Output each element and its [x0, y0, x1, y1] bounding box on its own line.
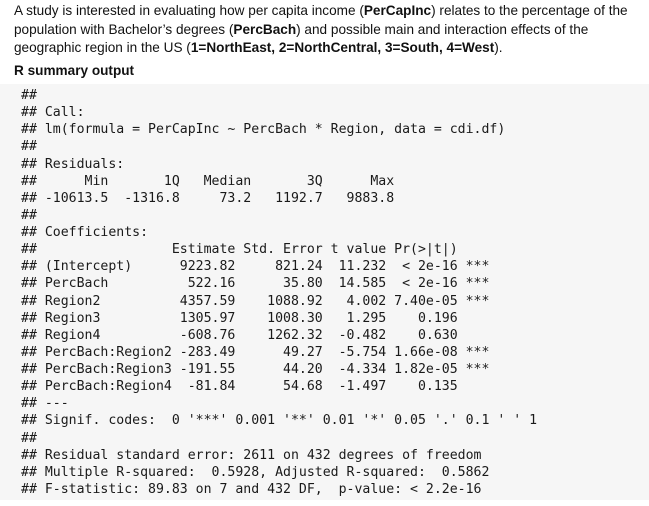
r-output-line: ## Estimate Std. Error t value Pr(>|t|) [21, 242, 458, 258]
r-output-line: ## Residual standard error: 2611 on 432 … [21, 447, 482, 463]
r-output-line: ## -10613.5 -1316.8 73.2 1192.7 9883.8 [21, 190, 395, 206]
r-output-text: ## ## Call: ## lm(formula = PerCapInc ~ … [0, 84, 649, 498]
intro-text-1: A study is interested in evaluating how … [14, 3, 364, 18]
r-output-line: ## [21, 207, 37, 223]
r-output-line: ## Call: [21, 105, 85, 121]
r-output-block: ## ## Call: ## lm(formula = PerCapInc ~ … [0, 84, 649, 500]
r-output-line: ## [21, 430, 37, 446]
r-output-line: ## lm(formula = PerCapInc ~ PercBach * R… [21, 122, 506, 138]
r-output-line: ## [21, 88, 37, 103]
r-output-line: ## PercBach 522.16 35.80 14.585 < 2e-16 … [21, 276, 490, 292]
r-output-line: ## Region3 1305.97 1008.30 1.295 0.196 [21, 310, 458, 326]
intro-text-4: ). [494, 40, 503, 56]
var-percapinc: PerCapInc [363, 3, 432, 18]
r-output-line: ## PercBach:Region2 -283.49 49.27 -5.754… [21, 344, 490, 360]
intro-text-2: ) relates to the percentage of the popul… [14, 3, 628, 37]
r-output-line: ## Residuals: [21, 156, 125, 172]
intro-text-3: ) and possible main and interaction effe… [14, 21, 589, 56]
r-output-line: ## --- [21, 396, 69, 412]
r-output-line: ## Coefficients: [21, 225, 149, 240]
r-output-line: ## F-statistic: 89.83 on 7 and 432 DF, p… [21, 481, 482, 497]
r-output-line: ## Min 1Q Median 3Q Max [21, 173, 395, 189]
section-heading: R summary output [14, 63, 135, 78]
r-output-line: ## [21, 139, 37, 155]
r-output-line: ## PercBach:Region4 -81.84 54.68 -1.497 … [21, 379, 458, 395]
intro-paragraph: A study is interested in evaluating how … [14, 2, 639, 58]
r-output-line: ## Region4 -608.76 1262.32 -0.482 0.630 [21, 327, 458, 343]
r-output-line: ## Multiple R-squared: 0.5928, Adjusted … [21, 464, 490, 480]
r-output-line: ## Region2 4357.59 1088.92 4.002 7.40e-0… [21, 293, 490, 309]
r-output-line: ## (Intercept) 9223.82 821.24 11.232 < 2… [21, 259, 490, 275]
r-output-line: ## PercBach:Region3 -191.55 44.20 -4.334… [21, 362, 490, 377]
r-output-line: ## Signif. codes: 0 '***' 0.001 '**' 0.0… [21, 413, 538, 429]
var-percbach: PercBach [233, 21, 297, 37]
region-codes: 1=NorthEast, 2=NorthCentral, 3=South, 4=… [190, 40, 495, 56]
